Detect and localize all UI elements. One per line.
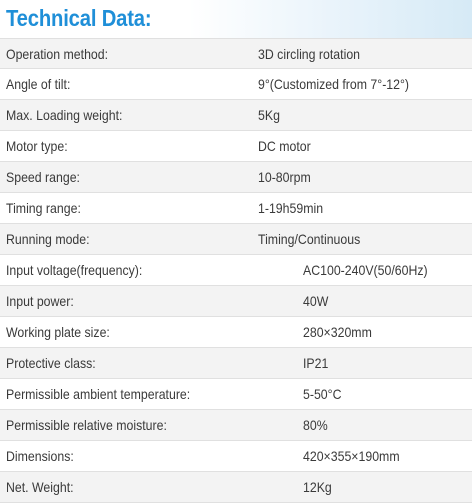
spec-row-ambient-temperature: Permissible ambient temperature: 5-50°C [0, 379, 472, 410]
spec-row-angle-of-tilt: Angle of tilt: 9°(Customized from 7°-12°… [0, 69, 472, 100]
spec-label: Running mode: [6, 231, 90, 247]
spec-label: Working plate size: [6, 324, 110, 340]
spec-row-working-plate-size: Working plate size: 280×320mm [0, 317, 472, 348]
spec-label: Input voltage(frequency): [6, 262, 143, 278]
spec-row-speed-range: Speed range: 10-80rpm [0, 162, 472, 193]
title-bar: Technical Data: [0, 0, 472, 38]
spec-row-operation-method: Operation method: 3D circling rotation [0, 38, 472, 69]
spec-value: 9°(Customized from 7°-12°) [258, 76, 410, 92]
spec-value: 1-19h59min [258, 200, 324, 216]
spec-value: 5-50°C [303, 386, 342, 402]
spec-label: Max. Loading weight: [6, 107, 123, 123]
spec-row-input-voltage: Input voltage(frequency): AC100-240V(50/… [0, 255, 472, 286]
page-title: Technical Data: [6, 5, 152, 31]
spec-label: Speed range: [6, 169, 80, 185]
spec-label: Angle of tilt: [6, 76, 71, 92]
spec-row-max-loading-weight: Max. Loading weight: 5Kg [0, 100, 472, 131]
spec-value: 280×320mm [303, 324, 372, 340]
spec-label: Permissible ambient temperature: [6, 386, 191, 402]
spec-label: Input power: [6, 293, 74, 309]
spec-value: 12Kg [303, 479, 332, 495]
spec-row-running-mode: Running mode: Timing/Continuous [0, 224, 472, 255]
spec-value: DC motor [258, 138, 311, 154]
spec-value: 80% [303, 417, 328, 433]
spec-row-protective-class: Protective class: IP21 [0, 348, 472, 379]
spec-row-timing-range: Timing range: 1-19h59min [0, 193, 472, 224]
spec-label: Motor type: [6, 138, 68, 154]
spec-value: IP21 [303, 355, 329, 371]
spec-row-relative-moisture: Permissible relative moisture: 80% [0, 410, 472, 441]
spec-table: Operation method: 3D circling rotation A… [0, 38, 472, 503]
spec-row-motor-type: Motor type: DC motor [0, 131, 472, 162]
spec-label: Net. Weight: [6, 479, 74, 495]
spec-label: Dimensions: [6, 448, 74, 464]
spec-label: Timing range: [6, 200, 81, 216]
spec-value: 5Kg [258, 107, 280, 123]
spec-label: Protective class: [6, 355, 96, 371]
spec-row-net-weight: Net. Weight: 12Kg [0, 472, 472, 503]
spec-value: 3D circling rotation [258, 46, 361, 62]
spec-value: Timing/Continuous [258, 231, 361, 247]
spec-value: 40W [303, 293, 329, 309]
spec-value: 420×355×190mm [303, 448, 400, 464]
spec-row-dimensions: Dimensions: 420×355×190mm [0, 441, 472, 472]
spec-label: Permissible relative moisture: [6, 417, 167, 433]
spec-row-input-power: Input power: 40W [0, 286, 472, 317]
spec-value: AC100-240V(50/60Hz) [303, 262, 428, 278]
spec-label: Operation method: [6, 46, 109, 62]
spec-value: 10-80rpm [258, 169, 311, 185]
